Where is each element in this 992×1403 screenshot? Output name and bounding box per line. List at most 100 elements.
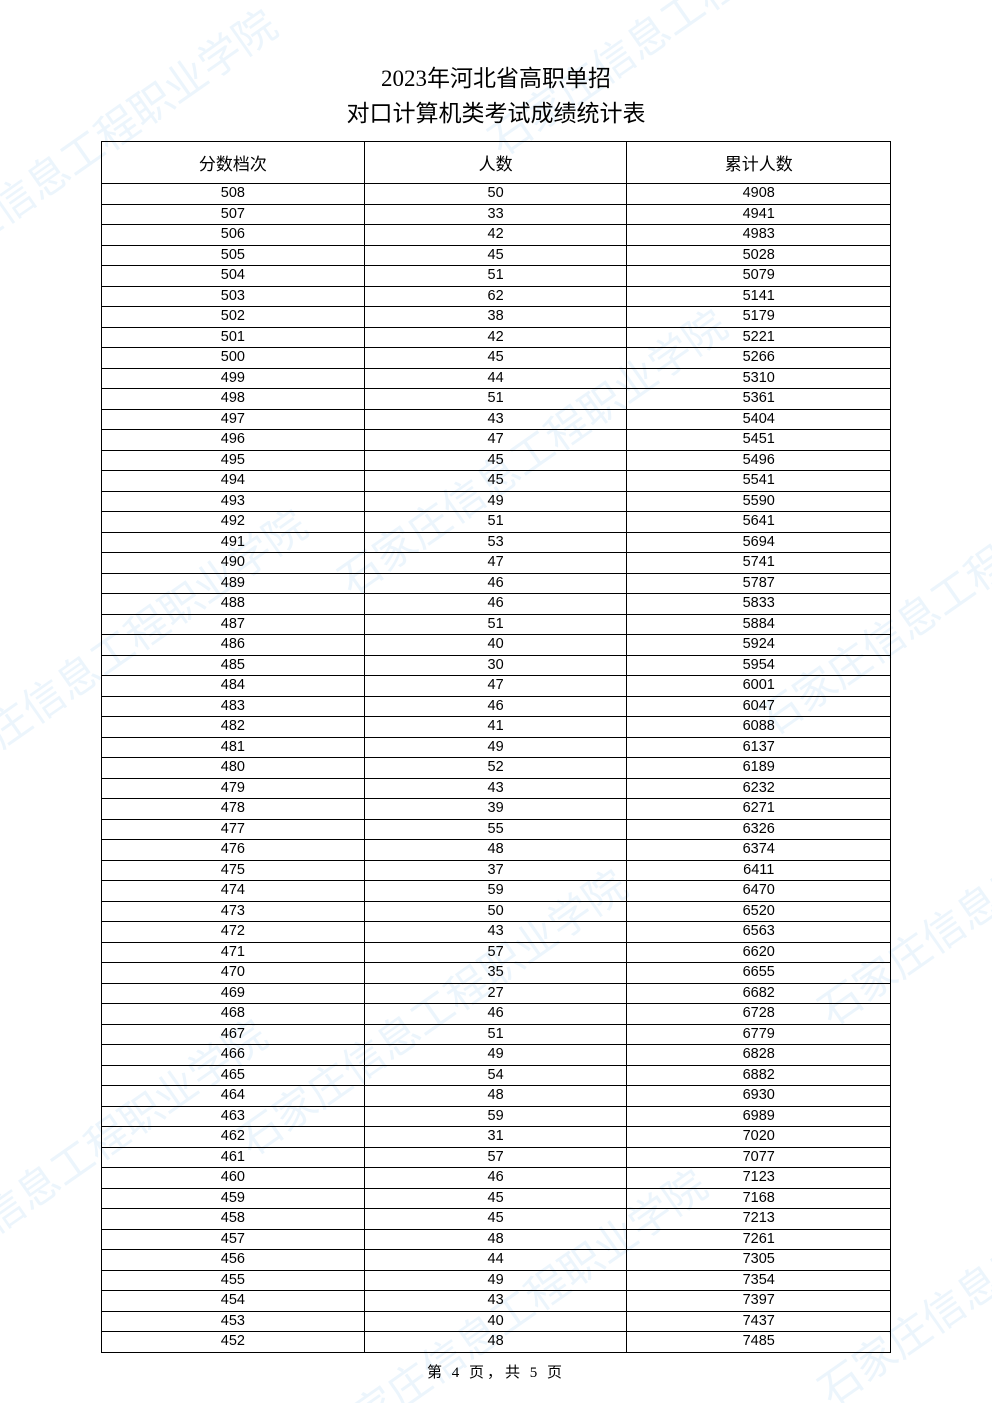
table-cell: 37 [364, 860, 627, 881]
table-row: 462317020 [102, 1127, 891, 1148]
table-cell: 49 [364, 1270, 627, 1291]
table-cell: 43 [364, 1291, 627, 1312]
table-row: 476486374 [102, 840, 891, 861]
table-cell: 4983 [627, 225, 891, 246]
table-cell: 4908 [627, 184, 891, 205]
footer-suffix: 页 [540, 1365, 565, 1381]
table-row: 499445310 [102, 368, 891, 389]
table-cell: 453 [102, 1311, 365, 1332]
table-row: 477556326 [102, 819, 891, 840]
table-body: 5085049085073349415064249835054550285045… [102, 184, 891, 1353]
table-cell: 465 [102, 1065, 365, 1086]
table-row: 493495590 [102, 491, 891, 512]
table-row: 465546882 [102, 1065, 891, 1086]
table-cell: 6563 [627, 922, 891, 943]
table-row: 466496828 [102, 1045, 891, 1066]
table-row: 487515884 [102, 614, 891, 635]
table-cell: 493 [102, 491, 365, 512]
table-cell: 46 [364, 1004, 627, 1025]
table-cell: 463 [102, 1106, 365, 1127]
table-cell: 43 [364, 409, 627, 430]
table-cell: 497 [102, 409, 365, 430]
table-cell: 59 [364, 1106, 627, 1127]
table-cell: 5028 [627, 245, 891, 266]
table-cell: 7397 [627, 1291, 891, 1312]
table-cell: 6001 [627, 676, 891, 697]
table-cell: 6047 [627, 696, 891, 717]
table-row: 472436563 [102, 922, 891, 943]
table-row: 501425221 [102, 327, 891, 348]
table-cell: 479 [102, 778, 365, 799]
table-cell: 455 [102, 1270, 365, 1291]
table-cell: 7485 [627, 1332, 891, 1353]
table-cell: 6989 [627, 1106, 891, 1127]
table-row: 488465833 [102, 594, 891, 615]
table-cell: 5179 [627, 307, 891, 328]
table-cell: 45 [364, 450, 627, 471]
table-row: 461577077 [102, 1147, 891, 1168]
table-cell: 481 [102, 737, 365, 758]
table-row: 464486930 [102, 1086, 891, 1107]
table-cell: 49 [364, 737, 627, 758]
table-cell: 457 [102, 1229, 365, 1250]
table-cell: 46 [364, 594, 627, 615]
table-cell: 38 [364, 307, 627, 328]
table-cell: 498 [102, 389, 365, 410]
table-cell: 474 [102, 881, 365, 902]
footer-mid: 页，共 [462, 1365, 530, 1381]
table-cell: 47 [364, 676, 627, 697]
table-cell: 467 [102, 1024, 365, 1045]
table-cell: 503 [102, 286, 365, 307]
table-cell: 7077 [627, 1147, 891, 1168]
table-cell: 44 [364, 1250, 627, 1271]
table-cell: 6620 [627, 942, 891, 963]
table-row: 468466728 [102, 1004, 891, 1025]
table-cell: 5641 [627, 512, 891, 533]
title-line-1: 2023年河北省高职单招 [381, 66, 611, 91]
table-row: 481496137 [102, 737, 891, 758]
table-cell: 468 [102, 1004, 365, 1025]
table-cell: 477 [102, 819, 365, 840]
table-cell: 7354 [627, 1270, 891, 1291]
footer-total: 5 [530, 1365, 541, 1381]
table-cell: 5361 [627, 389, 891, 410]
table-cell: 6728 [627, 1004, 891, 1025]
table-cell: 483 [102, 696, 365, 717]
table-cell: 495 [102, 450, 365, 471]
table-row: 458457213 [102, 1209, 891, 1230]
table-cell: 489 [102, 573, 365, 594]
table-cell: 7305 [627, 1250, 891, 1271]
table-cell: 6655 [627, 963, 891, 984]
table-cell: 475 [102, 860, 365, 881]
table-cell: 500 [102, 348, 365, 369]
table-cell: 6374 [627, 840, 891, 861]
table-row: 471576620 [102, 942, 891, 963]
table-cell: 6828 [627, 1045, 891, 1066]
table-row: 503625141 [102, 286, 891, 307]
table-cell: 490 [102, 553, 365, 574]
table-cell: 46 [364, 1168, 627, 1189]
table-cell: 51 [364, 512, 627, 533]
table-cell: 5833 [627, 594, 891, 615]
table-row: 500455266 [102, 348, 891, 369]
table-cell: 40 [364, 1311, 627, 1332]
table-cell: 494 [102, 471, 365, 492]
table-row: 459457168 [102, 1188, 891, 1209]
table-cell: 7261 [627, 1229, 891, 1250]
table-row: 473506520 [102, 901, 891, 922]
table-cell: 4941 [627, 204, 891, 225]
table-row: 453407437 [102, 1311, 891, 1332]
table-cell: 50 [364, 184, 627, 205]
table-row: 454437397 [102, 1291, 891, 1312]
table-cell: 51 [364, 614, 627, 635]
table-cell: 7213 [627, 1209, 891, 1230]
table-cell: 6520 [627, 901, 891, 922]
table-cell: 5451 [627, 430, 891, 451]
table-cell: 5787 [627, 573, 891, 594]
table-cell: 471 [102, 942, 365, 963]
table-cell: 43 [364, 922, 627, 943]
table-cell: 473 [102, 901, 365, 922]
table-cell: 6470 [627, 881, 891, 902]
header-cumulative: 累计人数 [627, 142, 891, 184]
table-cell: 42 [364, 225, 627, 246]
